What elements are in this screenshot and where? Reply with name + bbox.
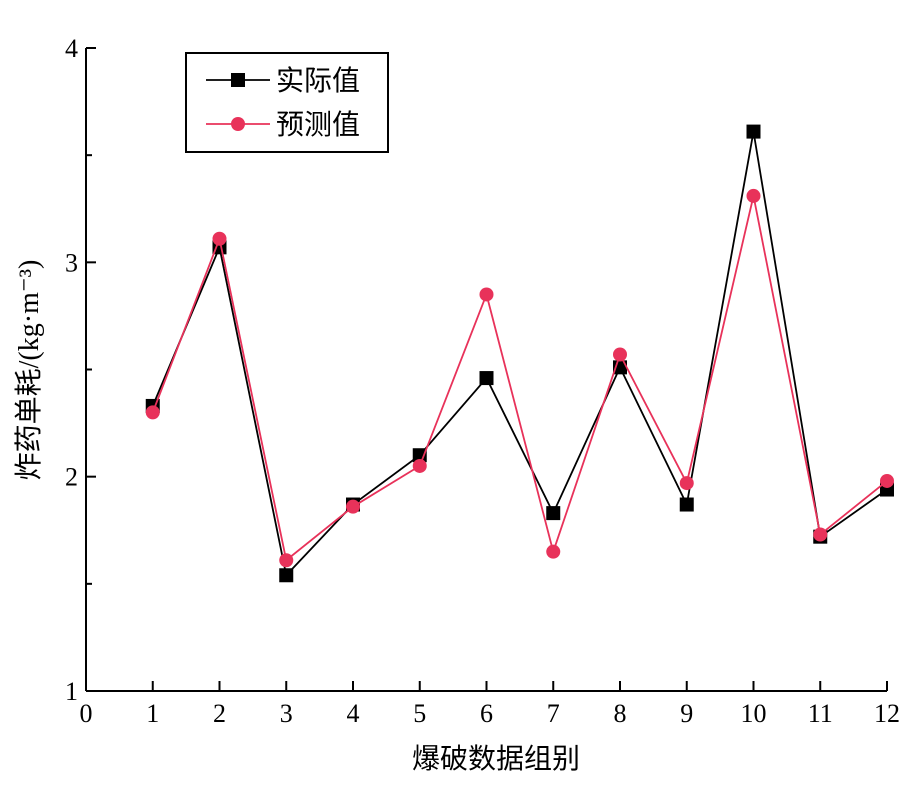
- series-layer: [145, 124, 894, 583]
- x-tick-label: 1: [146, 699, 159, 728]
- legend-item: 预测值: [206, 109, 360, 141]
- series-1: [145, 124, 894, 583]
- legend-label: 实际值: [276, 65, 360, 97]
- y-tick-label: 1: [65, 677, 78, 706]
- data-point: [679, 476, 694, 491]
- data-point: [613, 347, 627, 362]
- series-line: [151, 131, 888, 578]
- y-ticks: 1 2 3 4: [65, 34, 96, 706]
- data-point: [479, 287, 494, 302]
- y-axis-title: 炸药单耗/(kg·m⁻³): [13, 260, 45, 481]
- x-tick-label: 12: [874, 699, 900, 728]
- x-tick-label: 6: [480, 699, 493, 728]
- x-tick-label: 0: [80, 699, 93, 728]
- legend-marker: [231, 117, 245, 131]
- legend-marker: [231, 73, 245, 87]
- y-tick-label: 2: [65, 463, 78, 492]
- data-point: [880, 473, 894, 488]
- data-point: [546, 544, 561, 559]
- x-tick-label: 2: [213, 699, 226, 728]
- x-tick-label: 11: [808, 699, 833, 728]
- x-tick-label: 8: [614, 699, 627, 728]
- series-line: [151, 195, 888, 562]
- data-point: [679, 497, 694, 512]
- data-point: [479, 371, 494, 386]
- legend-box: [185, 52, 389, 153]
- data-point: [746, 124, 761, 139]
- x-tick-label: 5: [413, 699, 426, 728]
- y-tick-label: 3: [65, 248, 78, 277]
- x-tick-label: 10: [741, 699, 767, 728]
- legend-item: 实际值: [206, 65, 360, 97]
- x-ticks: 0 1 2 3 4 5 6 7 8 9 10 11 12: [80, 681, 900, 728]
- data-point: [546, 506, 561, 521]
- data-point: [346, 499, 360, 514]
- data-point: [813, 527, 828, 542]
- x-tick-label: 3: [280, 699, 293, 728]
- data-point: [212, 231, 227, 246]
- x-tick-label: 4: [347, 699, 360, 728]
- data-point: [145, 405, 160, 420]
- data-point: [746, 188, 761, 203]
- series-2: [145, 188, 894, 568]
- x-tick-label: 9: [680, 699, 693, 728]
- data-point: [279, 568, 294, 583]
- data-point: [279, 553, 294, 568]
- x-axis-title: 爆破数据组别: [412, 743, 580, 775]
- y-tick-label: 4: [65, 34, 78, 63]
- x-tick-label: 7: [547, 699, 560, 728]
- data-point: [412, 458, 427, 473]
- legend-label: 预测值: [276, 109, 360, 141]
